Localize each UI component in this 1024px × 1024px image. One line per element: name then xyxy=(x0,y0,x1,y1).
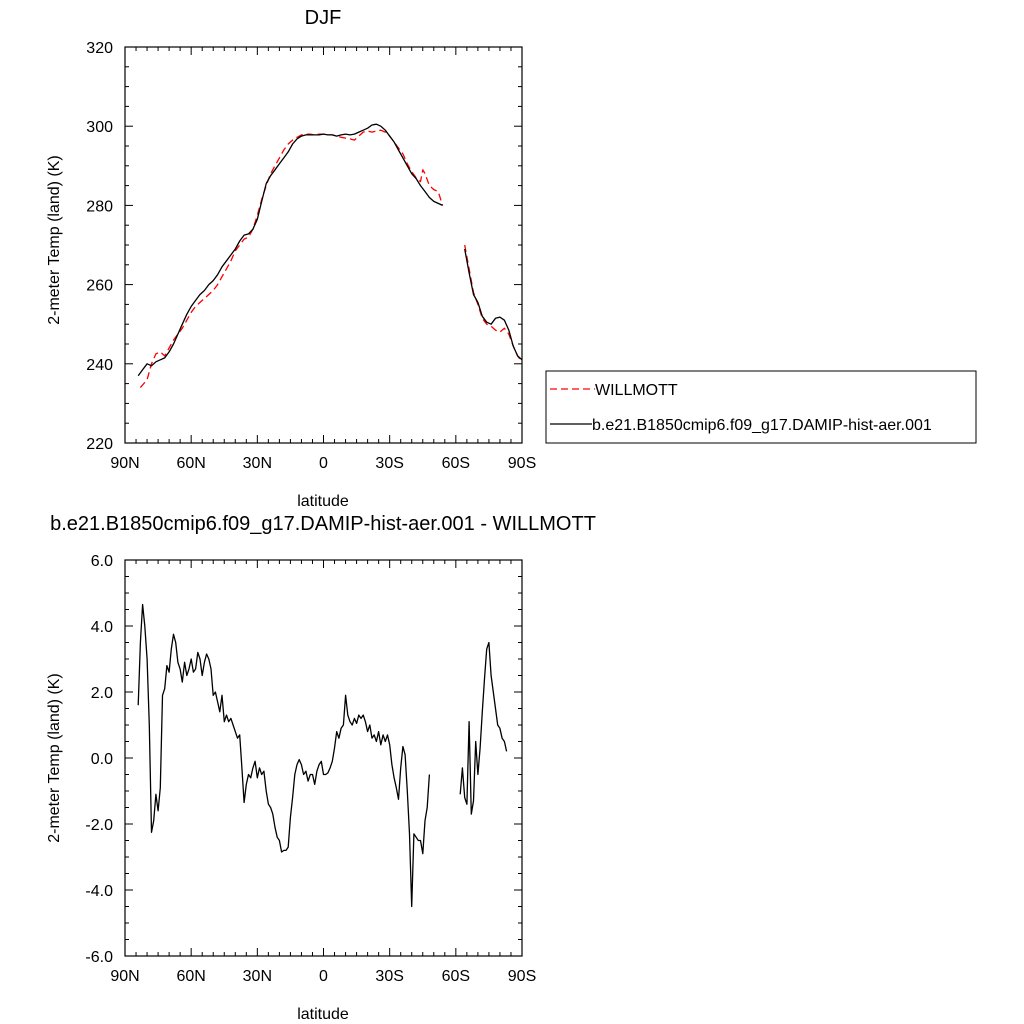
top-y-tick-label: 280 xyxy=(86,198,113,215)
bottom-x-tick-label: 0 xyxy=(319,968,328,985)
top-x-tick-label: 30N xyxy=(243,455,272,472)
bottom-x-tick-label: 30N xyxy=(243,968,272,985)
top-y-tick-label: 260 xyxy=(86,278,113,295)
bottom-x-tick-label: 90S xyxy=(508,968,536,985)
bottom-y-tick-label: 0.0 xyxy=(91,751,113,768)
bottom-y-tick-label: 6.0 xyxy=(91,553,113,570)
top-x-tick-label: 0 xyxy=(319,455,328,472)
bottom-y-tick-label: 2.0 xyxy=(91,685,113,702)
top-series-0-line-segment-1 xyxy=(464,244,523,363)
bottom-plot-frame xyxy=(124,559,523,957)
bottom-y-tick-label: -2.0 xyxy=(85,817,113,834)
top-panel: DJF 90N 60N 30N 0 30S 60S 90S 220 240 260 280 300 32… xyxy=(46,7,977,510)
top-y-tick-label: 300 xyxy=(86,119,113,136)
top-chart-plot-area xyxy=(124,46,523,444)
top-plot-frame xyxy=(124,46,523,444)
bottom-x-tick-label: 90N xyxy=(110,968,139,985)
top-chart-x-axis-label: latitude xyxy=(297,493,349,510)
legend-entry-model: b.e21.B1850cmip6.f09_g17.DAMIP-hist-aer.… xyxy=(592,417,932,434)
bottom-panel: b.e21.B1850cmip6.f09_g17.DAMIP-hist-aer.… xyxy=(46,513,596,1023)
top-chart-y-axis-label: 2-meter Temp (land) (K) xyxy=(46,155,63,325)
bottom-y-tick-label: 4.0 xyxy=(91,619,113,636)
top-x-tick-label: 30S xyxy=(375,455,403,472)
top-chart-axes: 90N 60N 30N 0 30S 60S 90S 220 240 260 280 300 320 xyxy=(86,40,536,472)
bottom-chart-plot-area xyxy=(124,559,523,957)
bottom-x-tick-label: 30S xyxy=(375,968,403,985)
top-x-tick-label: 60N xyxy=(176,455,205,472)
bottom-chart-axes: 90N 60N 30N 0 30S 60S 90S -6.0 -4.0 -2.0 0.0 2.0 4.0… xyxy=(85,553,536,985)
bottom-chart-title: b.e21.B1850cmip6.f09_g17.DAMIP-hist-aer.… xyxy=(50,513,596,535)
top-x-tick-label: 60S xyxy=(442,455,470,472)
bottom-series-0-line-segment-1 xyxy=(459,641,508,815)
top-chart-legend: WILLMOTT b.e21.B1850cmip6.f09_g17.DAMIP-… xyxy=(545,370,977,444)
bottom-chart-y-axis-label: 2-meter Temp (land) (K) xyxy=(46,673,63,843)
legend-entry-willmott: WILLMOTT xyxy=(595,382,678,399)
top-y-tick-label: 220 xyxy=(86,436,113,453)
legend-box xyxy=(545,370,977,444)
top-series-0-line-segment-0 xyxy=(139,129,444,389)
bottom-x-tick-label: 60N xyxy=(176,968,205,985)
bottom-series-0-line-segment-0 xyxy=(137,603,431,908)
bottom-chart-x-axis-label: latitude xyxy=(297,1006,349,1023)
bottom-y-tick-label: -6.0 xyxy=(85,949,113,966)
top-y-tick-label: 240 xyxy=(86,357,113,374)
top-x-tick-label: 90S xyxy=(508,455,536,472)
top-series-1-line-segment-1 xyxy=(464,248,523,361)
bottom-x-tick-label: 60S xyxy=(442,968,470,985)
top-chart-title: DJF xyxy=(305,7,342,29)
top-x-tick-label: 90N xyxy=(110,455,139,472)
bottom-chart-series-lines xyxy=(137,603,508,908)
top-series-1-line-segment-0 xyxy=(137,123,443,377)
top-chart-series-lines xyxy=(137,123,523,389)
top-y-tick-label: 320 xyxy=(86,40,113,57)
bottom-y-tick-label: -4.0 xyxy=(85,883,113,900)
